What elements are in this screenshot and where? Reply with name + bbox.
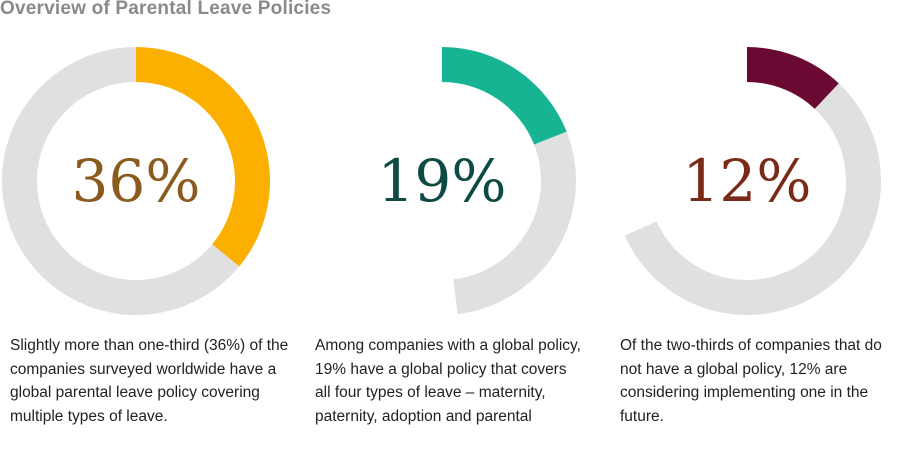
donut-3-slice — [747, 47, 839, 109]
caption-3: Of the two-thirds of companies that do n… — [620, 337, 882, 425]
donut-chart-2: 19% — [378, 47, 576, 315]
donut-chart-3: 12% — [624, 47, 881, 315]
caption-2: Among companies with a global policy, 19… — [315, 337, 581, 425]
donut-3-track — [624, 83, 881, 315]
donut-3-percent-label: 12% — [683, 147, 812, 215]
donut-1-track — [1, 47, 240, 316]
donut-2-slice — [442, 47, 567, 145]
donut-chart-1: 36% — [1, 47, 270, 316]
donut-2-percent-label: 19% — [378, 147, 507, 215]
donut-2-track — [453, 131, 576, 315]
donut-1-percent-label: 36% — [72, 147, 201, 215]
page-title: Overview of Parental Leave Policies — [0, 0, 332, 19]
caption-1: Slightly more than one-third (36%) of th… — [10, 337, 289, 425]
donut-1-slice — [136, 47, 270, 267]
